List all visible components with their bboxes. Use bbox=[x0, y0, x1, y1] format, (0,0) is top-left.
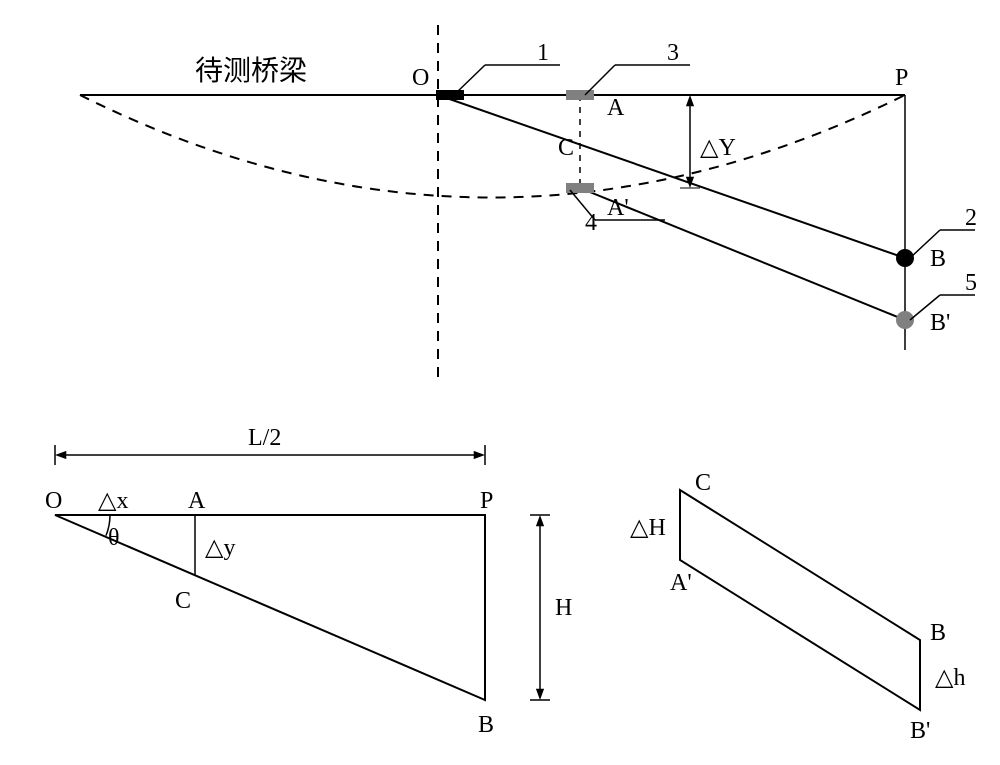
triangle-OPB bbox=[55, 515, 485, 700]
beam-title: 待测桥梁 bbox=[195, 55, 307, 87]
label-ll-A: A bbox=[188, 488, 206, 514]
parallelogram-CABB bbox=[680, 490, 920, 710]
label-upper-O: O bbox=[412, 65, 429, 91]
label-ll-B: B bbox=[478, 712, 494, 738]
line-Aprime-Bprime bbox=[580, 188, 905, 320]
label-upper-C: C bbox=[558, 135, 574, 161]
marker-A bbox=[566, 90, 594, 100]
label-upper-deltaY: △Y bbox=[700, 135, 736, 161]
label-upper-A_prime: A' bbox=[607, 195, 629, 221]
marker-B bbox=[896, 249, 914, 267]
leader-label-three: 3 bbox=[667, 40, 679, 66]
label-lr-dH: △H bbox=[630, 515, 666, 541]
label-upper-B: B bbox=[930, 246, 946, 272]
leader-label-two: 2 bbox=[965, 205, 977, 231]
leader-label-five: 5 bbox=[965, 270, 977, 296]
label-ll-dy: △y bbox=[205, 535, 235, 561]
label-ll-theta: θ bbox=[108, 525, 120, 551]
label-ll-L2: L/2 bbox=[248, 425, 281, 451]
label-ll-O: O bbox=[45, 488, 62, 514]
line-OB bbox=[438, 95, 905, 258]
label-lr-B: B bbox=[930, 620, 946, 646]
label-lr-B_prime: B' bbox=[910, 718, 930, 744]
label-ll-C: C bbox=[175, 588, 191, 614]
marker-Bprime bbox=[896, 311, 914, 329]
label-lr-dh: △h bbox=[935, 665, 965, 691]
label-lr-C: C bbox=[695, 470, 711, 496]
label-upper-P: P bbox=[895, 65, 908, 91]
label-upper-B_prime: B' bbox=[930, 310, 950, 336]
leader-label-one: 1 bbox=[537, 40, 549, 66]
marker-Aprime bbox=[566, 183, 594, 193]
label-ll-dx: △x bbox=[98, 488, 128, 514]
label-lr-A_prime: A' bbox=[670, 570, 692, 596]
label-ll-P: P bbox=[480, 488, 493, 514]
marker-O bbox=[436, 90, 464, 100]
label-upper-A: A bbox=[607, 95, 625, 121]
deflected-curve bbox=[80, 95, 905, 198]
label-ll-H: H bbox=[555, 595, 572, 621]
leader-label-four: 4 bbox=[585, 210, 597, 236]
